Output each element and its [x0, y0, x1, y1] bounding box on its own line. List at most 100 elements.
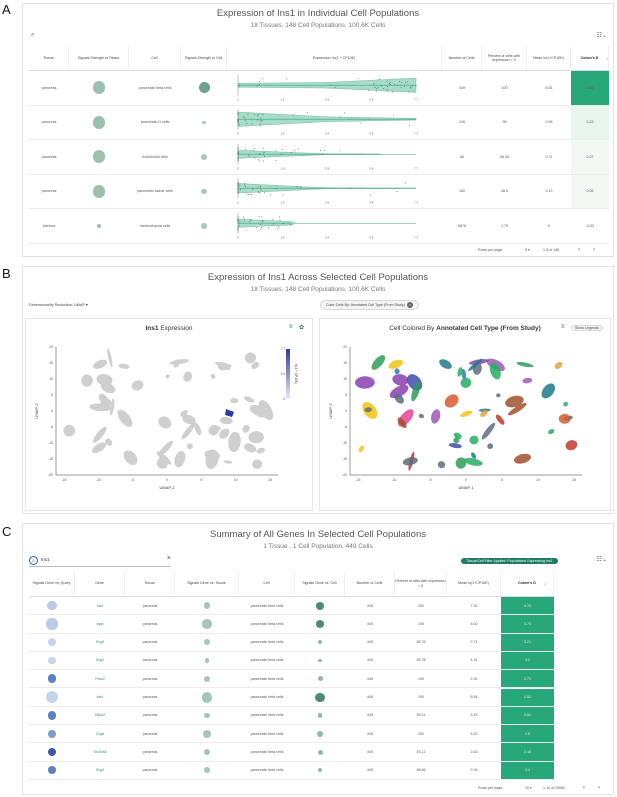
- filter-applied-chip[interactable]: Tissue/Cell Filter Applied: Populations …: [461, 558, 558, 564]
- gene-link[interactable]: Pcsk2: [95, 676, 105, 681]
- cell-cluster: [489, 362, 501, 380]
- table-row[interactable]: Ins1 pancreas pancreatic beta cells 449 100 6…: [29, 688, 554, 707]
- cell-point: [237, 182, 238, 184]
- search-icon[interactable]: ⌕: [31, 32, 35, 38]
- y-tick-label: -20: [342, 473, 347, 477]
- column-header[interactable]: Tissue: [125, 571, 175, 596]
- table-row[interactable]: Pcsk2 pancreas pancreatic beta cells 449 100…: [29, 670, 554, 689]
- cell-cluster: [397, 417, 407, 429]
- table-row[interactable]: trachea mesenchymal cells 0 1.9 3.9 5.8 7.7 567…: [29, 209, 609, 244]
- cell-point: [237, 113, 238, 115]
- column-header[interactable]: Signals Gene vs. Tissue: [175, 571, 239, 596]
- cell-point: [259, 120, 261, 122]
- axis-tick-label: 7.7: [413, 166, 418, 170]
- column-header[interactable]: Percent of cells with expression > 0: [395, 571, 447, 596]
- gear-icon[interactable]: ✿: [299, 325, 305, 331]
- column-header[interactable]: Signals Strength to Cell: [181, 46, 227, 70]
- table-row[interactable]: Iapp pancreas pancreatic beta cells 449 100 6…: [29, 615, 554, 634]
- cell-point: [263, 155, 265, 157]
- cell-cluster: [243, 396, 255, 403]
- table-row[interactable]: Ins2 pancreas pancreatic beta cells 449 100 7…: [29, 597, 554, 616]
- column-header[interactable]: Cohen's D: [571, 46, 609, 70]
- column-header[interactable]: Tissue: [29, 46, 69, 70]
- cell-point: [278, 216, 280, 217]
- rows-per-page-select[interactable]: 10 ▾: [525, 786, 532, 790]
- filter-settings-icon[interactable]: ☷⌄: [596, 33, 607, 39]
- column-header[interactable]: Gene: [75, 571, 125, 596]
- cell-name: pancreatic beta cells: [250, 695, 284, 700]
- y-tick-label: 15: [343, 361, 347, 365]
- gene-search-input[interactable]: ⌕ Ins1 ×: [29, 555, 171, 567]
- cell-point: [408, 124, 410, 126]
- table-row[interactable]: G6pc2 pancreas pancreatic beta cells 449 93.…: [29, 706, 554, 726]
- celltype-umap-plot[interactable]: 20 15 10 5 0 -5 -10 -15 -20 -15 -10 -5 0 5 10 15 UMAP-1 U…: [320, 319, 612, 512]
- column-header[interactable]: Cell: [239, 571, 295, 596]
- column-header[interactable]: Mean ln(1+CP10K): [447, 571, 501, 596]
- show-legends-button[interactable]: Show Legends: [571, 325, 603, 331]
- cell-cluster: [453, 432, 462, 439]
- cell-point: [400, 86, 402, 88]
- close-icon[interactable]: ×: [406, 302, 413, 308]
- expression-umap-plot[interactable]: 20 15 10 5 0 -5 -10 -15 -20 -15 -10 -5 0 5 10 15 UMAP-1 U…: [26, 319, 314, 512]
- cell-point: [247, 113, 248, 115]
- column-header[interactable]: Signals Gene vs. Cell: [295, 571, 345, 596]
- cell-name: pancreatic D cells: [140, 120, 170, 125]
- panel-a-subtitle: 18 Tissues, 148 Cell Populations, 100.6K…: [250, 22, 386, 29]
- table-row[interactable]: Scg3 pancreas pancreatic beta cells 449 98.6…: [29, 761, 554, 780]
- mean-expression: 6.54: [470, 695, 478, 700]
- table-row[interactable]: Scg5 pancreas pancreatic beta cells 449 95.7…: [29, 633, 554, 652]
- chevron-right-icon[interactable]: ›: [593, 247, 595, 253]
- chevron-left-icon[interactable]: ‹: [578, 247, 580, 253]
- table-row[interactable]: pancreas pancreatic D cells 0 1.9 3.9 5.8 7.7 1…: [29, 105, 609, 140]
- column-header[interactable]: Signals Strength to Tissue: [69, 46, 129, 70]
- gene-link[interactable]: Chga: [95, 731, 105, 736]
- axis-tick-label: 7.7: [413, 132, 418, 136]
- column-header[interactable]: Expression: ln(1 + CP10K): [227, 46, 442, 70]
- sort-arrow-icon[interactable]: ↓: [606, 56, 608, 61]
- gene-link[interactable]: Ins1: [96, 695, 104, 700]
- signal-circle: [92, 184, 106, 198]
- chevron-left-icon[interactable]: ‹: [583, 785, 585, 791]
- sort-arrow-icon[interactable]: ↓: [544, 581, 546, 586]
- chevron-right-icon[interactable]: ›: [598, 785, 600, 791]
- table-row[interactable]: pancreas endothelial cells 0 1.9 3.9 5.8 7.7 66…: [29, 140, 609, 175]
- table-row[interactable]: pancreas pancreatic acinar cells 0 1.9 3.9 5.…: [29, 174, 609, 209]
- gene-link[interactable]: Scg5: [95, 640, 105, 645]
- cell-cluster: [244, 443, 257, 453]
- filter-settings-icon[interactable]: ☷⌄: [596, 557, 607, 563]
- table-row[interactable]: Chga pancreas pancreatic beta cells 449 100 5…: [29, 725, 554, 744]
- cell-point: [267, 226, 269, 228]
- table-row[interactable]: Slc30a8 pancreas pancreatic beta cells 449 9…: [29, 743, 554, 762]
- color-by-chip[interactable]: Color Cells By: Annotated Cell Type (Fro…: [320, 300, 419, 310]
- rows-per-page-select[interactable]: 5 ▾: [525, 248, 530, 252]
- number-of-cells: 449: [367, 731, 373, 736]
- gene-link[interactable]: G6pc2: [94, 713, 106, 718]
- x-tick-label: 10: [536, 478, 540, 482]
- dimred-select[interactable]: Dimensionality Reduction: UMAP ▾: [29, 303, 88, 307]
- column-header[interactable]: Signals Gene vs. Query: [29, 571, 75, 596]
- column-header[interactable]: Number of Cells: [442, 46, 482, 70]
- gene-link[interactable]: Scg2: [95, 658, 105, 663]
- gene-link[interactable]: Scg3: [95, 768, 105, 773]
- column-header[interactable]: Cohen's D: [501, 571, 554, 596]
- column-header[interactable]: Number of Cells: [345, 571, 395, 596]
- cell-point: [411, 84, 413, 86]
- gene-link[interactable]: Iapp: [96, 621, 104, 626]
- gene-link[interactable]: Slc30a8: [93, 749, 107, 754]
- cell-cluster: [565, 440, 578, 451]
- percent-expressing: 98.66: [416, 768, 426, 773]
- cell-cluster: [508, 403, 527, 416]
- column-header[interactable]: Cell: [129, 46, 181, 70]
- menu-icon[interactable]: ≡: [289, 324, 293, 330]
- column-header[interactable]: Mean ln(1+CP10K): [527, 46, 571, 70]
- cell-cluster: [471, 452, 477, 459]
- clear-search-icon[interactable]: ×: [166, 555, 171, 562]
- gene-link[interactable]: Ins2: [96, 603, 104, 608]
- column-header[interactable]: Percent of cells with expression > 0: [482, 46, 527, 70]
- table-row[interactable]: Scg2 pancreas pancreatic beta cells 449 95.7…: [29, 651, 554, 671]
- menu-icon[interactable]: ≡: [561, 324, 565, 330]
- table-row[interactable]: pancreas pancreatic beta cells 0 1.9 3.9 5.8 7…: [29, 71, 609, 106]
- cell-point: [263, 151, 264, 153]
- cell-point: [406, 80, 408, 82]
- cell-point: [237, 148, 239, 150]
